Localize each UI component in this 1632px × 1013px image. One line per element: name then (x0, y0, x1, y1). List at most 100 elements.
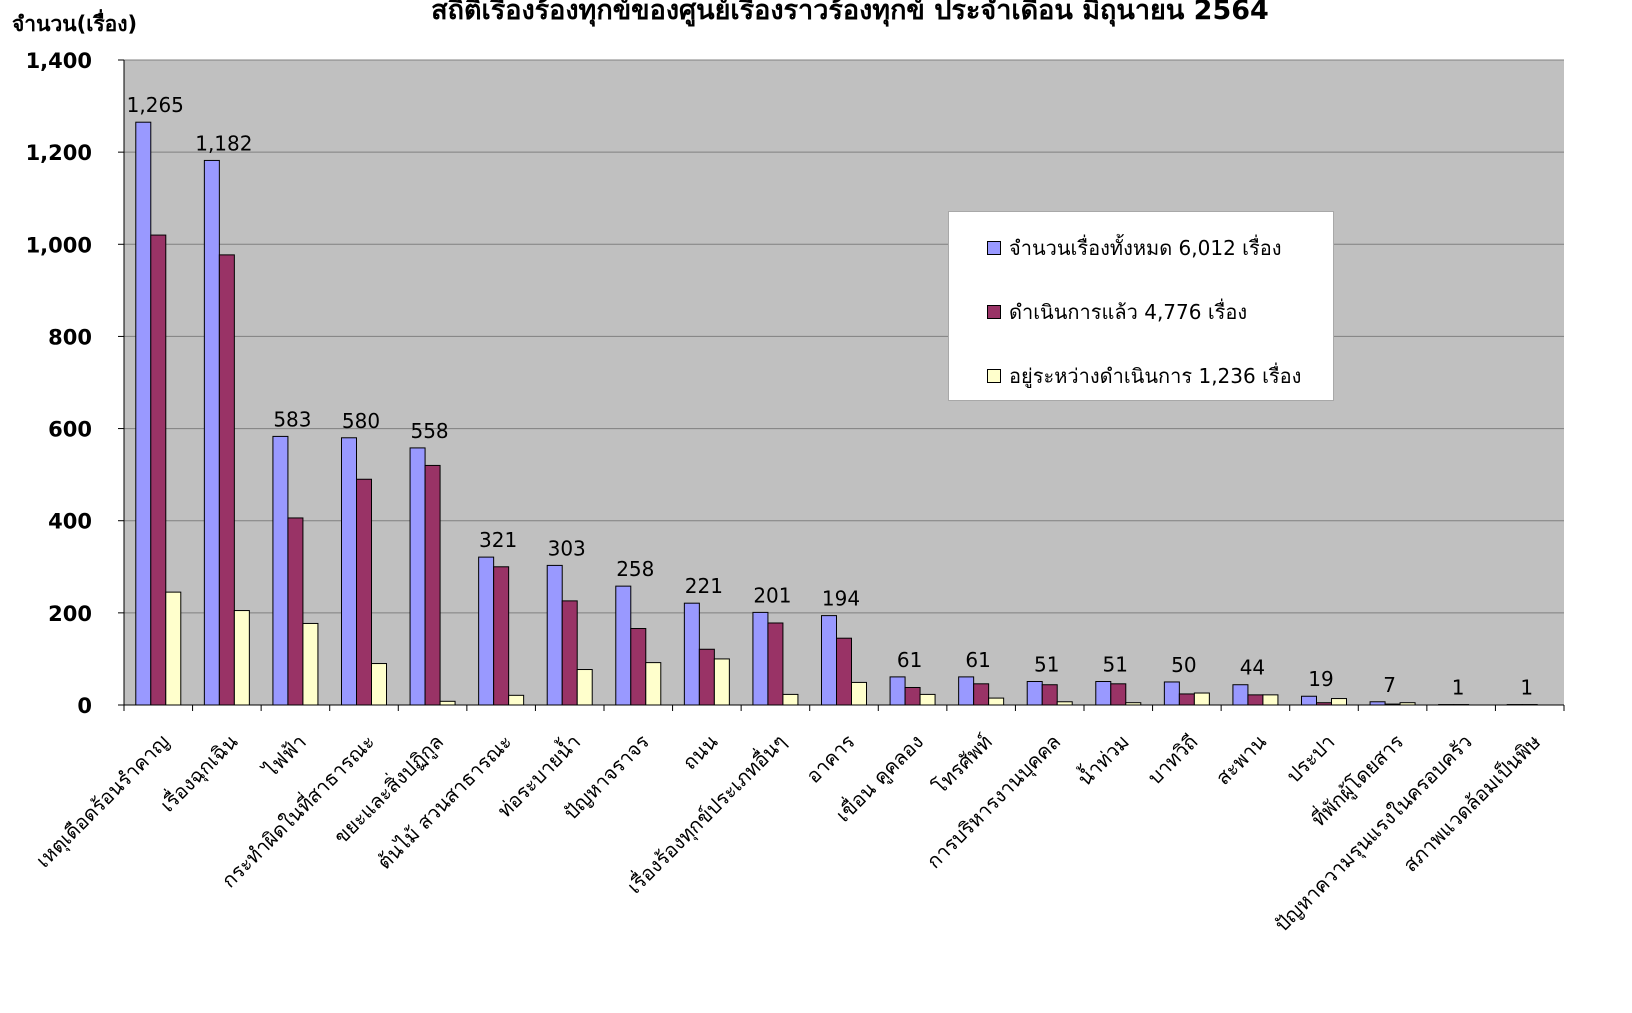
legend-item-pending: อยู่ระหว่างดำเนินการ 1,236 เรื่อง (987, 360, 1301, 392)
bar-done (630, 628, 647, 706)
x-category-label: อาคาร (801, 729, 860, 788)
data-label: 7 (1383, 673, 1396, 697)
y-tick-label: 1,000 (26, 233, 92, 257)
data-label: 1 (1452, 676, 1465, 700)
bar-total (341, 437, 357, 706)
bar-total (958, 676, 975, 706)
data-label: 194 (822, 587, 860, 611)
legend-swatch-done (987, 305, 1001, 319)
bar-total (478, 556, 495, 706)
bars (135, 121, 1538, 706)
data-label: 558 (410, 419, 448, 443)
bar-done (356, 478, 372, 706)
data-label: 221 (685, 574, 723, 598)
y-tick-label: 400 (48, 510, 92, 534)
data-label: 583 (273, 407, 311, 431)
bar-total (135, 121, 152, 706)
bar-pending (165, 591, 182, 706)
x-category-label: การบริหารงานบุคคล (922, 730, 1066, 874)
data-label: 44 (1240, 656, 1265, 680)
data-label: 1 (1520, 676, 1533, 700)
bar-done (218, 254, 235, 706)
bar-total (203, 159, 220, 706)
data-label: 61 (965, 648, 990, 672)
bar-pending (302, 622, 319, 706)
data-label: 303 (548, 536, 586, 560)
bar-total (615, 585, 632, 706)
data-label: 258 (616, 557, 654, 581)
bar-done (973, 683, 990, 706)
y-tick-label: 1,400 (26, 49, 92, 73)
bar-done (1041, 684, 1058, 706)
bar-done (1178, 693, 1195, 706)
bar-total (1095, 681, 1112, 706)
y-ticks: 0 200 400 600 800 1,000 1,200 1,400 (26, 49, 124, 718)
data-label: 61 (897, 648, 922, 672)
y-tick-label: 200 (48, 602, 92, 626)
y-tick-label: 0 (77, 694, 92, 718)
data-labels: 1,265 1,182 583 580 558 321 303 258 221 201 194 61 6… (127, 93, 1533, 699)
legend-label-pending: อยู่ระหว่างดำเนินการ 1,236 เรื่อง (1009, 364, 1302, 388)
x-category-label: ถนน (678, 729, 723, 774)
bar-pending (919, 693, 936, 706)
data-label: 201 (753, 583, 791, 607)
y-tick-label: 800 (48, 325, 92, 349)
bar-total (889, 676, 906, 706)
y-tick-label: 1,200 (26, 141, 92, 165)
bar-done (493, 566, 510, 706)
x-category-label: น้ำท่วม (1071, 728, 1134, 791)
bar-done (836, 637, 852, 706)
bar-total (1026, 681, 1043, 706)
bar-pending (1331, 698, 1347, 706)
bar-done (424, 464, 441, 706)
bar-total (1301, 695, 1317, 706)
bar-total (1232, 684, 1249, 706)
data-label: 51 (1034, 653, 1059, 677)
legend-swatch-total (987, 241, 1001, 255)
bar-done (561, 600, 578, 706)
bar-pending (713, 658, 730, 706)
bar-pending (1262, 694, 1279, 706)
bar-pending (439, 700, 456, 706)
bar-total (821, 615, 837, 706)
data-label: 19 (1308, 667, 1333, 691)
chart-title: สถิติเรื่องร้องทุกข์ของศูนย์เรื่องราวร้อ… (431, 0, 1269, 26)
bar-pending (988, 697, 1005, 706)
bar-pending (576, 669, 593, 706)
legend-item-done: ดำเนินการแล้ว 4,776 เรื่อง (987, 296, 1247, 328)
bar-done (698, 648, 715, 706)
legend-swatch-pending (987, 369, 1001, 383)
y-axis-title: จำนวน(เรื่อง) (12, 12, 138, 36)
bar-pending (508, 694, 525, 706)
bar-pending (782, 693, 799, 706)
bar-done (287, 517, 304, 706)
data-label: 1,265 (127, 93, 184, 117)
data-label: 50 (1171, 653, 1196, 677)
bar-done (150, 234, 167, 706)
x-category-label: บาทวิถี (1143, 730, 1203, 790)
x-category-label: โทรศัพท์ (928, 730, 997, 799)
bar-done (767, 622, 784, 706)
x-category-label: ไฟฟ้า (258, 730, 311, 783)
x-category-label: ประปา (1281, 730, 1339, 788)
bar-total (1163, 681, 1180, 706)
bar-done (904, 686, 921, 706)
legend-label-done: ดำเนินการแล้ว 4,776 เรื่อง (1009, 300, 1248, 324)
x-category-label: เหตุเดือดร้อนรำคาญ (31, 730, 174, 873)
legend-label-total: จำนวนเรื่องทั้งหมด 6,012 เรื่อง (1009, 236, 1282, 260)
bar-total (683, 602, 700, 706)
bar-pending (233, 610, 250, 706)
bar-total (409, 447, 426, 706)
bar-pending (851, 681, 867, 706)
bar-pending (371, 663, 387, 706)
bar-pending (645, 662, 662, 706)
legend-item-total: จำนวนเรื่องทั้งหมด 6,012 เรื่อง (987, 232, 1282, 264)
data-label: 580 (342, 409, 380, 433)
bar-total (546, 564, 563, 706)
bar-pending (1193, 692, 1210, 706)
bar-done (1110, 683, 1127, 706)
x-category-label: สะพาน (1211, 729, 1271, 789)
bar-total (272, 435, 289, 706)
bar-done (1247, 694, 1264, 706)
